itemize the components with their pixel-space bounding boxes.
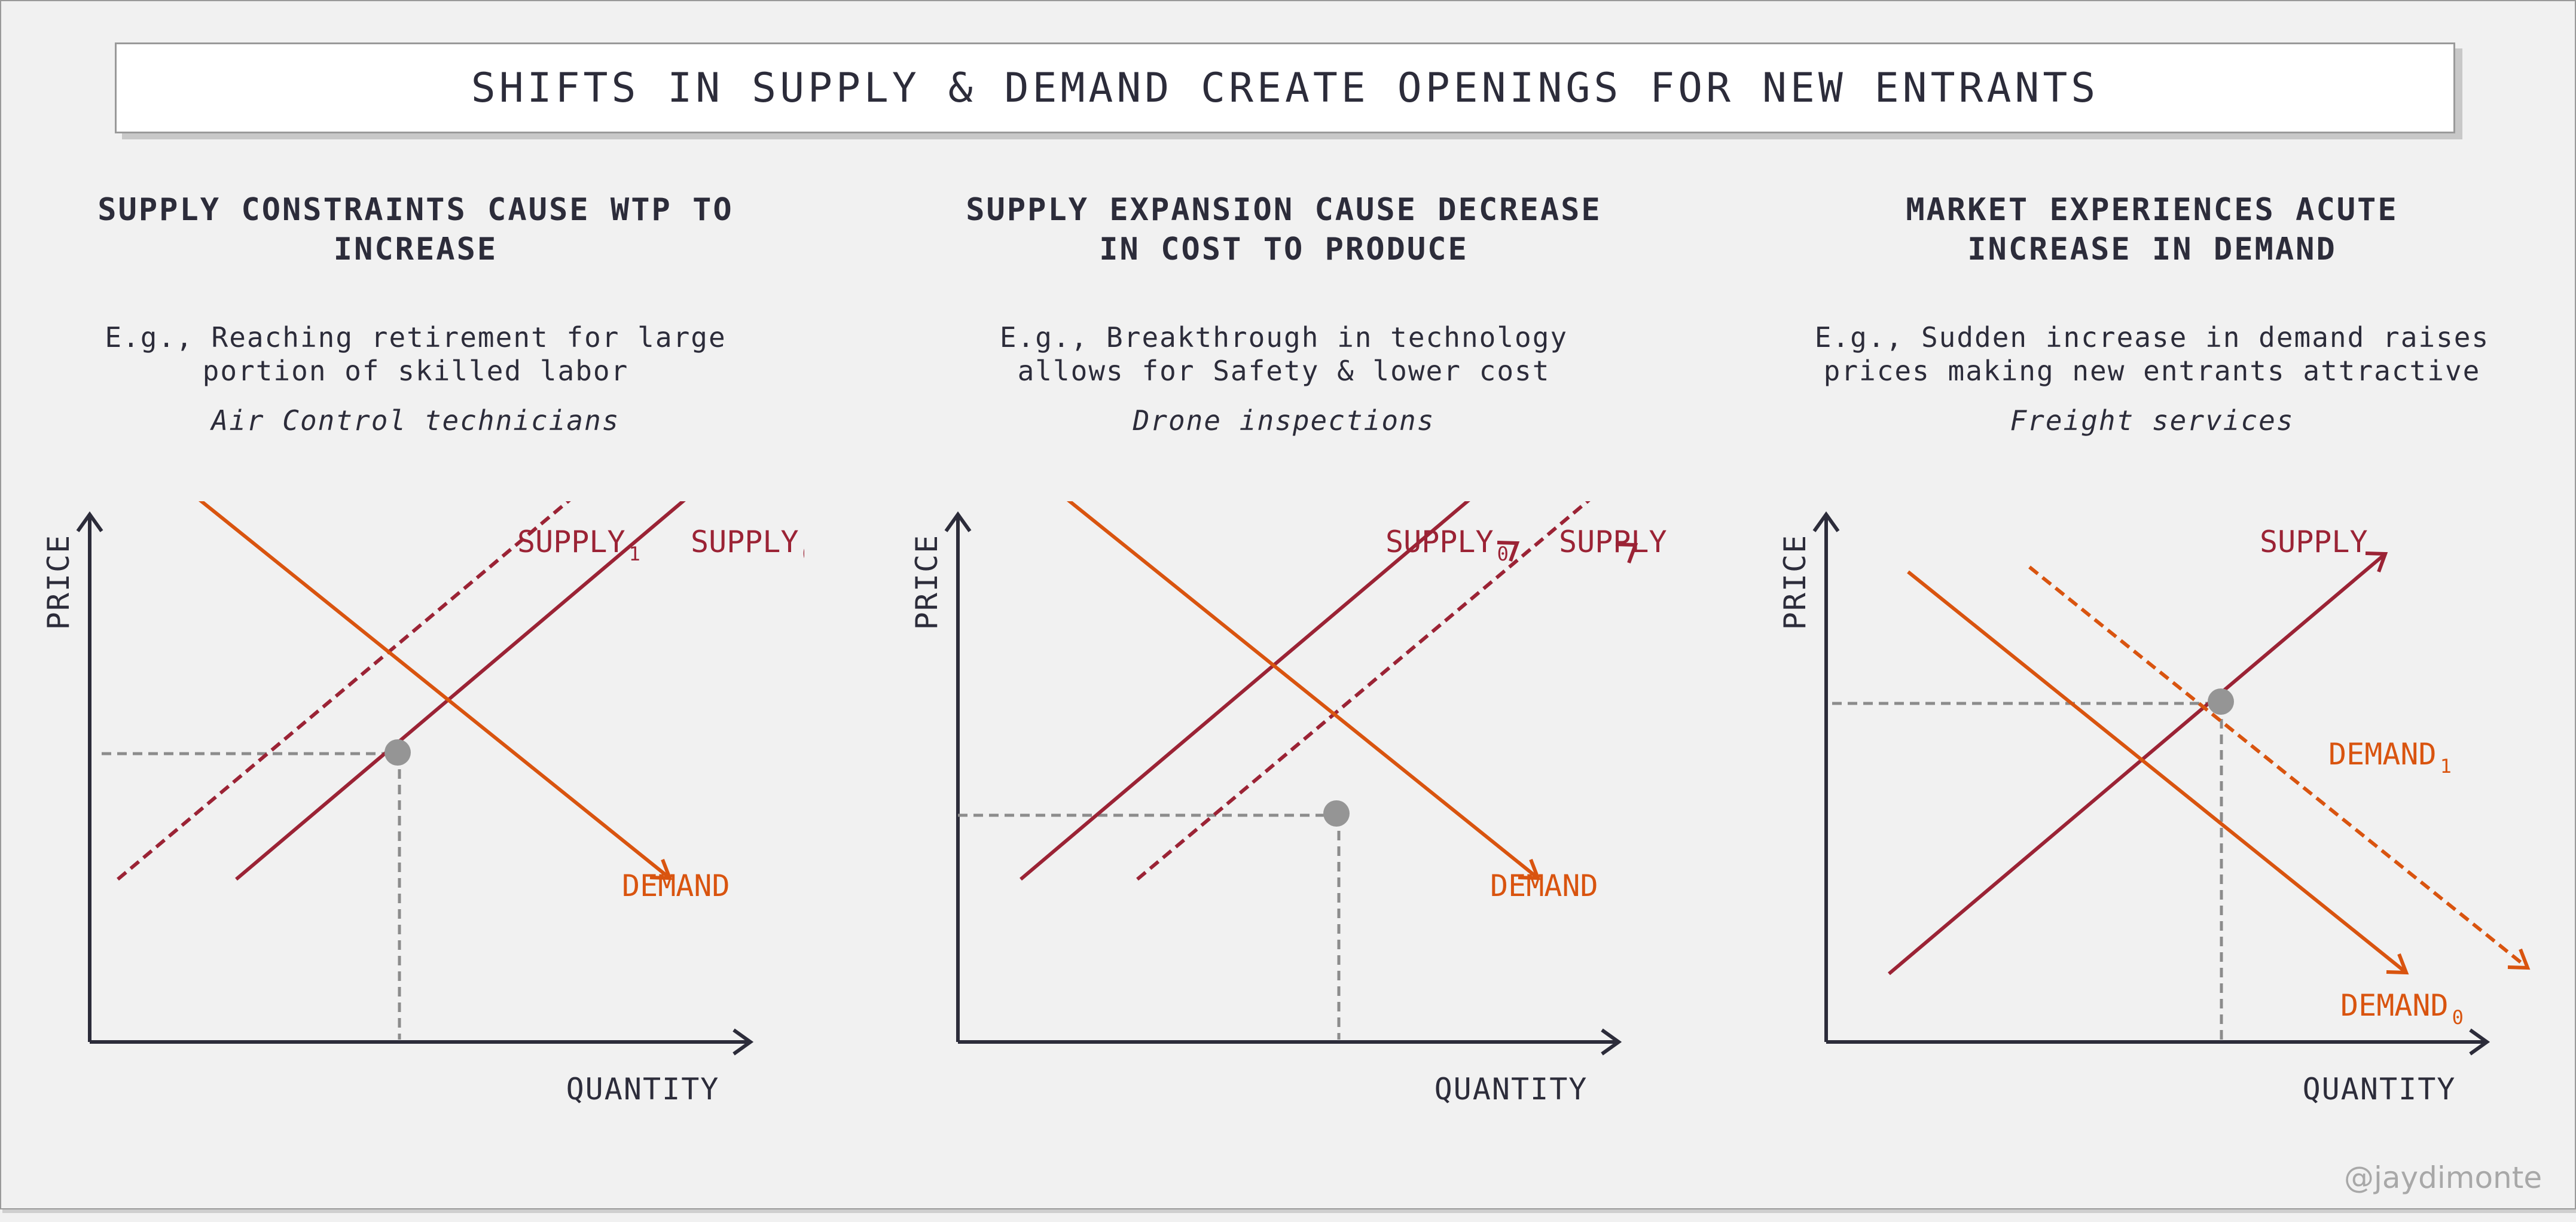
y-axis-arrowhead [1812, 511, 1840, 532]
panel-title: SUPPLY CONSTRAINTS CAUSE WTP TO INCREASE [27, 190, 804, 269]
panel-title-line: INCREASE IN DEMAND [1967, 231, 2337, 267]
demand-arrowhead [649, 858, 673, 880]
panel-supply-expansion: SUPPLY EXPANSION CAUSE DECREASE IN COST … [895, 190, 1672, 1123]
panel-title-line: INCREASE [333, 231, 498, 267]
demand-line [198, 501, 671, 880]
panel-supply-constraints: SUPPLY CONSTRAINTS CAUSE WTP TO INCREASE… [27, 190, 804, 1123]
panel-title: MARKET EXPERIENCES ACUTE INCREASE IN DEM… [1763, 190, 2541, 269]
x-axis-label: QUANTITY [1434, 1072, 1588, 1107]
equilibrium-point [2208, 688, 2234, 715]
supply-0-line [235, 501, 686, 881]
x-axis-label: QUANTITY [566, 1072, 720, 1107]
equilibrium-point [1323, 800, 1350, 827]
panel-description: E.g., Reaching retirement for large port… [27, 321, 804, 388]
demand-0-label: DEMAND 0 [2340, 988, 2464, 1029]
demand-arrowhead [1518, 858, 1541, 880]
demand-0-line [1907, 570, 2407, 974]
supply-demand-chart: PRICE QUANTITY SUPPLY DEMAND 1 DEMAND 0 [1778, 511, 2531, 1107]
figure-title: SHIFTS IN SUPPLY & DEMAND CREATE OPENING… [115, 42, 2455, 133]
panel-description-line: allows for Safety & lower cost [1017, 355, 1551, 387]
panel-description: E.g., Sudden increase in demand raises p… [1763, 321, 2541, 388]
panel-example: Drone inspections [1133, 404, 1435, 437]
y-axis-arrowhead [76, 511, 103, 532]
x-axis-arrowhead [2469, 1028, 2490, 1056]
figure-title-text: SHIFTS IN SUPPLY & DEMAND CREATE OPENING… [471, 64, 2099, 112]
panel-description-line: E.g., Sudden increase in demand raises [1814, 321, 2490, 354]
supply-1-line [117, 501, 571, 881]
panel-title-line: IN COST TO PRODUCE [1099, 231, 1469, 267]
supply-1-arrowhead [1615, 543, 1638, 564]
panel-description-line: E.g., Breakthrough in technology [999, 321, 1568, 354]
supply-0-arrowhead [1497, 541, 1520, 562]
demand-label: DEMAND [622, 868, 730, 903]
supply-label: SUPPLY [2260, 525, 2368, 559]
demand-1-arrowhead [2507, 948, 2531, 970]
panel-title-line: MARKET EXPERIENCES ACUTE [1906, 192, 2398, 228]
author-credit: @jaydimonte [2344, 1160, 2543, 1195]
demand-1-line [2028, 565, 2529, 970]
x-axis-arrowhead [732, 1028, 754, 1056]
panel-example: Freight services [2010, 404, 2294, 437]
supply-arrowhead [2365, 551, 2388, 573]
x-axis-arrowhead [1601, 1028, 1622, 1056]
equilibrium-point [384, 739, 411, 766]
demand-1-label: DEMAND 1 [2328, 737, 2452, 778]
panel-example: Air Control technicians [211, 404, 620, 437]
panel-description-line: portion of skilled labor [202, 355, 629, 387]
panel-description: E.g., Breakthrough in technology allows … [895, 321, 1672, 388]
panel-description-line: prices making new entrants attractive [1823, 355, 2481, 387]
supply-0-line [1020, 501, 1470, 881]
panel-title-line: SUPPLY CONSTRAINTS CAUSE WTP TO [97, 192, 734, 228]
panel-title: SUPPLY EXPANSION CAUSE DECREASE IN COST … [895, 190, 1672, 269]
demand-label: DEMAND [1490, 868, 1598, 903]
y-axis-label: PRICE [41, 534, 76, 630]
supply-line [1888, 552, 2386, 976]
panel-demand-increase: MARKET EXPERIENCES ACUTE INCREASE IN DEM… [1763, 190, 2541, 1123]
panel-description-line: E.g., Reaching retirement for large [105, 321, 727, 354]
y-axis-label: PRICE [1778, 534, 1812, 630]
supply-1-line [1136, 501, 1591, 881]
y-axis-arrowhead [944, 511, 972, 532]
demand-0-arrowhead [2386, 953, 2409, 975]
demand-line [1066, 501, 1539, 880]
x-axis-label: QUANTITY [2303, 1072, 2456, 1107]
y-axis-label: PRICE [909, 534, 944, 630]
panel-title-line: SUPPLY EXPANSION CAUSE DECREASE [966, 192, 1602, 228]
